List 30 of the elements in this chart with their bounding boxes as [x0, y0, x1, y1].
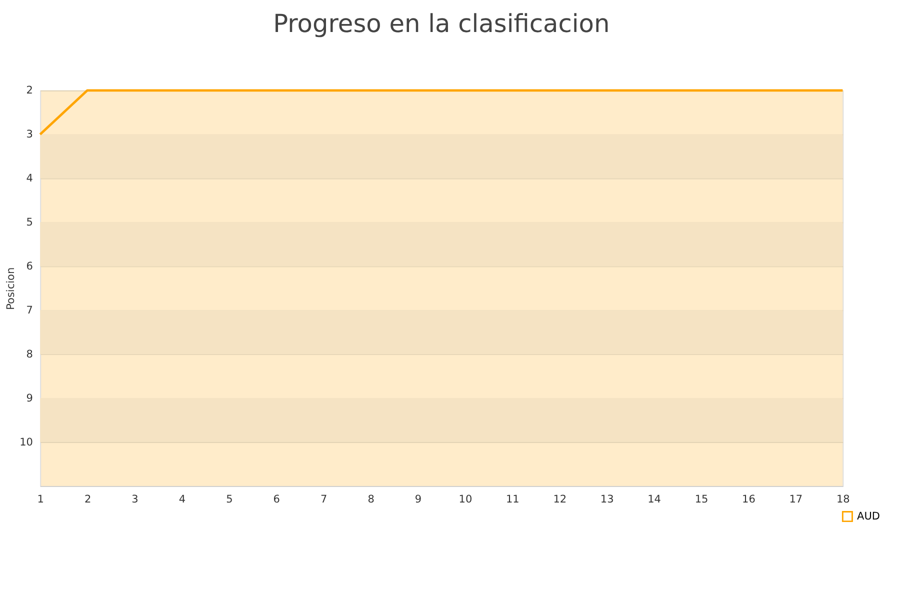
x-tick-label: 11 — [506, 494, 520, 506]
x-tick-label: 13 — [600, 494, 614, 506]
x-tick-label: 15 — [694, 494, 708, 506]
x-tick-label: 3 — [132, 494, 138, 506]
chart-title: Progreso en la clasificacion — [273, 9, 610, 38]
y-tick-label: 9 — [26, 392, 33, 404]
x-tick-label: 18 — [836, 494, 850, 506]
x-tick-label: 2 — [84, 494, 92, 506]
y-tick-label: 5 — [26, 216, 33, 229]
y-tick-label: 4 — [26, 172, 34, 185]
x-tick-label: 4 — [178, 494, 186, 506]
x-tick-label: 7 — [320, 494, 328, 506]
x-tick-label: 1 — [37, 494, 44, 506]
legend-label: AUD — [857, 510, 880, 522]
x-tick-label: 12 — [553, 494, 567, 506]
x-tick-label: 16 — [742, 494, 756, 506]
y-axis-title: Posicion — [4, 267, 17, 310]
x-tick-label: 9 — [414, 494, 422, 506]
y-tick-label: 10 — [20, 436, 33, 448]
x-tick-label: 14 — [648, 494, 662, 506]
y-tick-label: 6 — [26, 260, 34, 273]
y-tick-label: 3 — [26, 128, 33, 141]
x-tick-label: 6 — [273, 494, 280, 506]
y-tick-label: 7 — [26, 304, 33, 316]
x-tick-label: 17 — [789, 494, 803, 506]
x-tick-label: 8 — [368, 494, 374, 506]
x-tick-label: 5 — [226, 494, 233, 506]
y-tick-label: 8 — [26, 348, 33, 360]
x-tick-label: 10 — [458, 494, 472, 506]
y-tick-label: 2 — [26, 84, 33, 97]
